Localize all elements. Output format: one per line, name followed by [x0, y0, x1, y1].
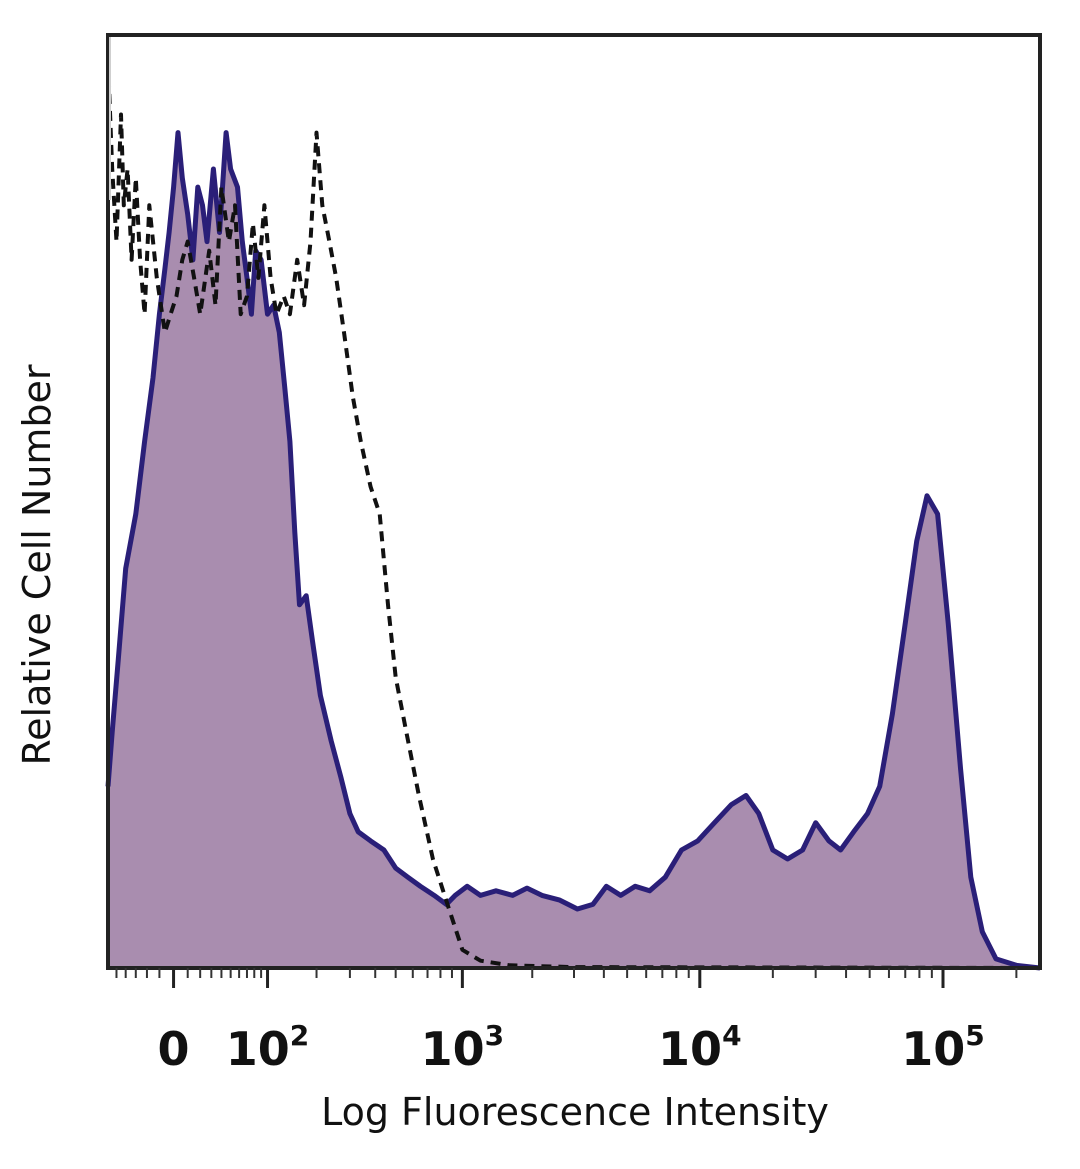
x-tick-label: 103	[421, 1019, 504, 1076]
y-axis-label: Relative Cell Number	[15, 364, 59, 765]
dashed-histogram-line	[106, 59, 1041, 970]
x-axis-label: Log Fluorescence Intensity	[321, 1090, 829, 1134]
filled-histogram-outline	[105, 130, 1041, 971]
axes	[106, 33, 1042, 988]
x-tick-label: 0	[158, 1022, 190, 1076]
x-tick-label: 105	[901, 1019, 985, 1076]
x-tick-label: 104	[658, 1019, 742, 1076]
x-tick-label: 102	[226, 1019, 310, 1076]
x-tick-labels: 0 102 103 104 105	[158, 1019, 985, 1076]
filled-histogram-area	[108, 132, 1040, 969]
plot-area	[105, 59, 1041, 971]
